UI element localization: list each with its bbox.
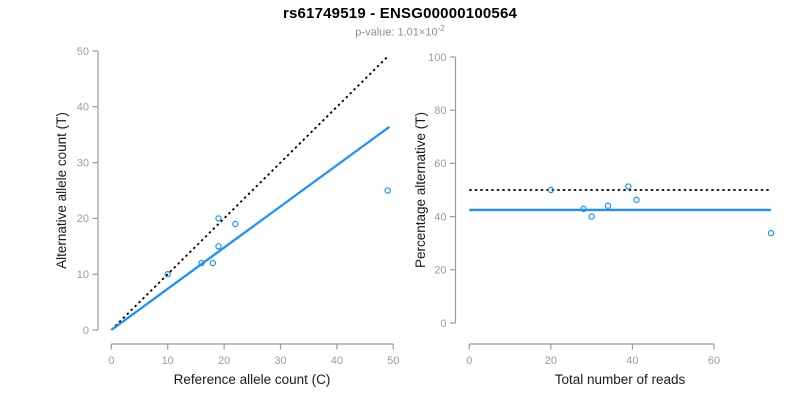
data-point (215, 243, 222, 250)
x-tick-label: 0 (466, 355, 472, 367)
p-value-exponent: -2 (437, 24, 445, 33)
data-point (625, 183, 632, 190)
data-point (164, 271, 171, 278)
y-tick-label: 0 (83, 325, 89, 337)
x-tick-label: 40 (626, 355, 638, 367)
y-tick-label: 100 (428, 52, 446, 64)
x-tick-label: 60 (708, 355, 720, 367)
y-tick-label: 40 (434, 211, 446, 223)
y-tick-label: 60 (434, 158, 446, 170)
data-point (384, 187, 391, 194)
y-tick-label: 20 (434, 265, 446, 277)
x-axis-title: Total number of reads (555, 372, 686, 387)
y-tick-label: 0 (440, 318, 446, 330)
data-point (198, 259, 205, 267)
data-point (604, 202, 612, 209)
x-tick-label: 40 (331, 355, 343, 367)
p-value-prefix: p-value: (355, 26, 398, 39)
identity-line (110, 55, 389, 331)
p-value-mantissa: 1.01×10 (397, 26, 438, 39)
x-tick-label: 10 (162, 355, 174, 367)
x-axis-title: Reference allele count (C) (174, 372, 331, 387)
data-point (588, 213, 595, 220)
data-point (209, 259, 217, 267)
plot-title: rs61749519 - ENSG00000100564 (282, 5, 518, 22)
data-point (633, 196, 640, 204)
y-tick-label: 40 (77, 102, 89, 114)
y-axis-title: Alternative allele count (T) (54, 112, 69, 269)
x-tick-label: 20 (218, 355, 230, 367)
data-point (547, 186, 555, 194)
y-tick-label: 20 (77, 213, 89, 225)
left-plot: 0 10 20 30 40 50 0 10 20 30 40 50 Reference allele c… (54, 46, 399, 387)
data-point (767, 229, 775, 237)
y-tick-label: 50 (77, 46, 89, 58)
y-axis-title: Percentage alternative (T) (413, 112, 428, 268)
data-point (232, 220, 239, 228)
x-tick-label: 0 (108, 355, 114, 367)
x-tick-label: 30 (274, 355, 286, 367)
data-point (580, 205, 587, 213)
y-tick-label: 10 (77, 269, 89, 281)
right-plot: 0 20 40 60 80 100 0 20 40 60 Total number of reads… (413, 52, 775, 387)
x-tick-label: 50 (387, 355, 399, 367)
x-tick-label: 20 (545, 355, 557, 367)
y-tick-label: 30 (77, 157, 89, 169)
fit-line (110, 125, 391, 331)
y-tick-label: 80 (434, 105, 446, 117)
data-point (215, 215, 222, 222)
p-value-subtitle: p-value: 1.01×10-2 (0, 24, 800, 39)
